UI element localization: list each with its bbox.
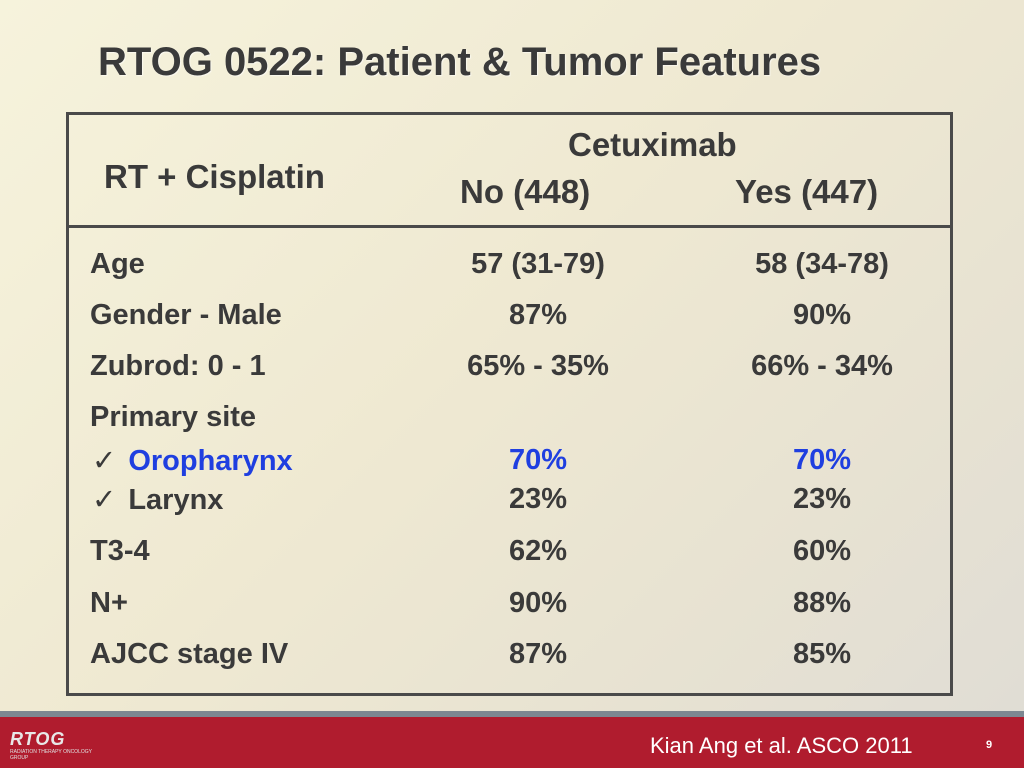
checkmark-icon: ✓	[92, 482, 117, 516]
row-label-larynx: Larynx	[128, 484, 224, 516]
table-frame	[66, 112, 953, 696]
cell-zubrod-no: 65% - 35%	[467, 350, 609, 382]
cell-ajcc-yes: 85%	[792, 638, 852, 670]
cell-n-plus-no: 90%	[508, 587, 568, 619]
row-label-primary-site: Primary site	[90, 401, 257, 433]
row-label-ajcc: AJCC stage IV	[90, 638, 289, 670]
row-oropharynx: ✓ Oropharynx	[92, 446, 293, 476]
slide-title: RTOG 0522: Patient & Tumor Features	[98, 40, 822, 84]
row-label-oropharynx: Oropharynx	[128, 445, 293, 477]
cell-oropharynx-no: 70%	[508, 444, 568, 476]
cell-n-plus-yes: 88%	[792, 587, 852, 619]
logo-text: RTOG	[10, 729, 66, 749]
row-label-zubrod: Zubrod: 0 - 1	[90, 350, 266, 382]
logo-subtext: RADIATION THERAPY ONCOLOGY GROUP	[10, 749, 92, 761]
row-label-gender: Gender - Male	[90, 299, 282, 331]
table-header-treatment: RT + Cisplatin	[104, 158, 325, 195]
rtog-logo: RTOG RADIATION THERAPY ONCOLOGY GROUP	[10, 730, 100, 760]
cell-gender-no: 87%	[508, 299, 568, 331]
table-header-yes: Yes (447)	[735, 173, 879, 210]
checkmark-icon: ✓	[92, 443, 117, 477]
cell-age-no: 57 (31-79)	[471, 248, 605, 280]
cell-larynx-yes: 23%	[792, 483, 852, 515]
row-label-age: Age	[90, 248, 145, 280]
citation: Kian Ang et al. ASCO 2011	[650, 733, 913, 758]
cell-gender-yes: 90%	[792, 299, 852, 331]
row-larynx: ✓ Larynx	[92, 485, 223, 515]
cell-age-yes: 58 (34-78)	[755, 248, 889, 280]
page-number: 9	[986, 739, 993, 751]
row-label-t3-4: T3-4	[90, 535, 150, 567]
header-divider	[69, 225, 950, 228]
table-header-cetuximab: Cetuximab	[568, 126, 737, 163]
cell-larynx-no: 23%	[508, 483, 568, 515]
cell-ajcc-no: 87%	[508, 638, 568, 670]
table-header-no: No (448)	[460, 173, 591, 210]
footer-divider	[0, 711, 1024, 717]
cell-t3-4-no: 62%	[508, 535, 568, 567]
footer-bar	[0, 717, 1024, 768]
cell-t3-4-yes: 60%	[792, 535, 852, 567]
cell-zubrod-yes: 66% - 34%	[751, 350, 893, 382]
cell-oropharynx-yes: 70%	[792, 444, 852, 476]
row-label-n-plus: N+	[90, 587, 128, 619]
